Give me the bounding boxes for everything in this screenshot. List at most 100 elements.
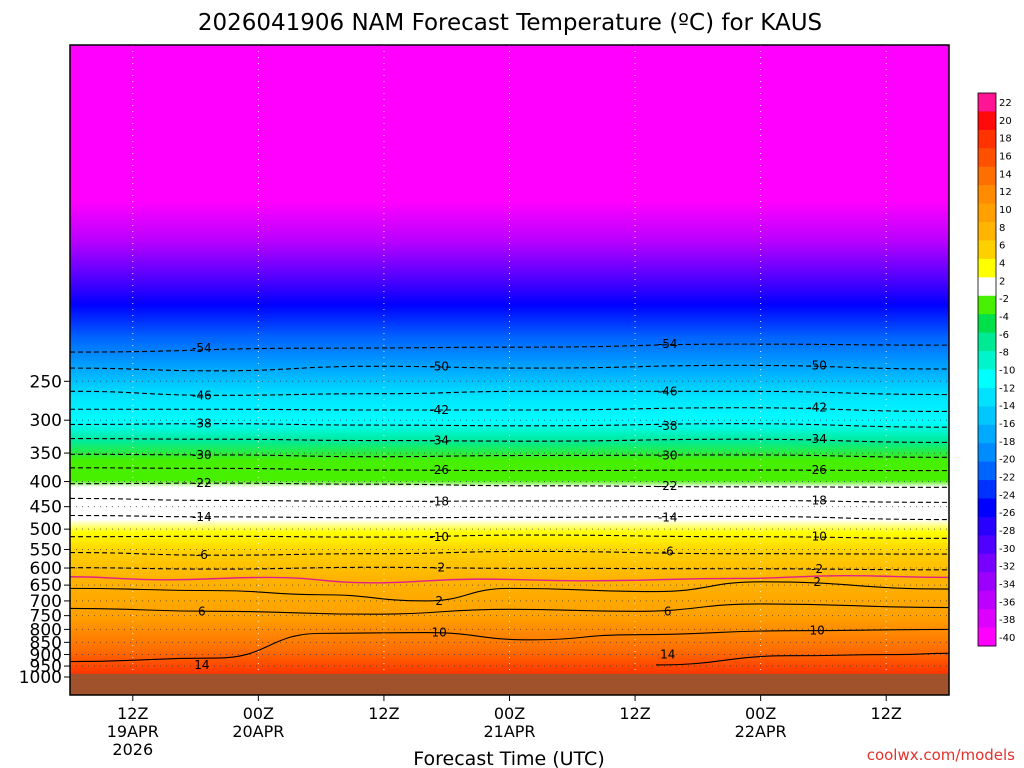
- contour-label: -30: [658, 448, 678, 462]
- colorbar-swatch: [978, 351, 996, 370]
- x-tick-label: 00Z: [494, 704, 525, 723]
- colorbar-swatch: [978, 258, 996, 278]
- x-tick-label: 20APR: [232, 722, 284, 741]
- colorbar-swatch: [978, 148, 996, 168]
- colorbar-label: -40: [999, 633, 1015, 644]
- y-tick-label: 700: [30, 592, 62, 612]
- colorbar-swatch: [978, 480, 996, 500]
- contour-label: 14: [194, 658, 209, 672]
- colorbar-label: 8: [999, 223, 1005, 234]
- colorbar-frame: [977, 92, 997, 647]
- colorbar-label: -30: [999, 544, 1015, 555]
- colorbar-swatch: [978, 222, 996, 241]
- contour-label: -30: [192, 448, 212, 462]
- contour-label: 10: [810, 624, 825, 638]
- colorbar-swatch: [978, 590, 996, 610]
- colorbar-label: 10: [999, 205, 1012, 216]
- y-tick-label: 450: [30, 498, 62, 518]
- x-tick-label: 12Z: [368, 704, 399, 723]
- contour-label: 6: [664, 604, 672, 618]
- colorbar-label: -24: [999, 490, 1015, 501]
- colorbar-label: -8: [999, 348, 1009, 359]
- contour-label: -42: [807, 401, 827, 415]
- colorbar-swatch: [978, 93, 996, 112]
- y-tick-label: 850: [30, 633, 62, 653]
- contour-line: [70, 390, 949, 396]
- x-axis-label: Forecast Time (UTC): [413, 748, 604, 768]
- colorbar-label: -2: [999, 294, 1009, 305]
- contour-label: -54: [658, 337, 678, 351]
- contour-line: [70, 603, 949, 615]
- contour-line: [70, 566, 949, 571]
- colorbar-swatch: [978, 535, 996, 555]
- y-tick-label: 1000: [19, 668, 62, 688]
- colorbar-swatch: [978, 609, 996, 629]
- colorbar-label: -6: [999, 330, 1009, 341]
- contour-label: 2: [435, 594, 443, 608]
- contour-label: -18: [429, 494, 449, 508]
- colorbar-label: -38: [999, 615, 1015, 626]
- contour-label: -6: [196, 548, 208, 562]
- colorbar-swatch: [978, 387, 996, 407]
- colorbar-label: 12: [999, 187, 1012, 198]
- colorbar-swatch: [978, 203, 996, 223]
- y-tick-label: 300: [30, 411, 62, 431]
- colorbar-swatch: [978, 129, 996, 149]
- contour-line: [70, 497, 949, 503]
- contour-label: -46: [192, 388, 212, 402]
- contour-label: -26: [429, 463, 449, 477]
- y-tick-label: 550: [30, 540, 62, 560]
- colorbar-label: -22: [999, 473, 1015, 484]
- colorbar-swatch: [978, 572, 996, 592]
- contour-label: -22: [192, 476, 212, 490]
- x-tick-label: 00Z: [243, 704, 274, 723]
- contour-line: [70, 550, 949, 556]
- colorbar-swatch: [978, 277, 996, 297]
- contour-label: 14: [660, 648, 675, 662]
- contour-line: [70, 628, 949, 663]
- y-tick-label: 250: [30, 372, 62, 392]
- colorbar-label: 20: [999, 116, 1012, 127]
- colorbar-label: 4: [999, 258, 1005, 269]
- contour-label: -50: [807, 358, 827, 372]
- contour-line: [70, 467, 949, 472]
- colorbar-swatch: [978, 369, 996, 389]
- contour-line: [655, 652, 949, 666]
- colorbar-label: 6: [999, 241, 1005, 252]
- contour-label: 2: [813, 575, 821, 589]
- contour-label: -14: [192, 510, 212, 524]
- contour-label: -10: [807, 530, 827, 544]
- x-tick-label: 12Z: [619, 704, 650, 723]
- y-tick-label: 500: [30, 520, 62, 540]
- contour-line: [70, 438, 949, 444]
- colorbar-label: -26: [999, 508, 1015, 519]
- contour-label: -10: [429, 530, 449, 544]
- colorbar-label: 14: [999, 169, 1012, 180]
- x-tick-label: 12Z: [117, 704, 148, 723]
- contour-label: -34: [807, 432, 827, 446]
- contour-label: -18: [807, 493, 827, 507]
- x-tick-label: 2026: [112, 740, 153, 759]
- y-tick-label: 950: [30, 657, 62, 677]
- contour-label: -38: [658, 419, 678, 433]
- contour-label: 10: [432, 626, 447, 640]
- contour-label: -6: [662, 544, 674, 558]
- x-tick-label: 00Z: [745, 704, 776, 723]
- x-tick-label: 21APR: [483, 722, 535, 741]
- y-tick-label: 800: [30, 620, 62, 640]
- colorbar-label: 16: [999, 151, 1012, 162]
- contour-line: [70, 482, 949, 488]
- colorbar-swatch: [978, 185, 996, 205]
- y-tick-label: 350: [30, 444, 62, 464]
- contour-line: [70, 575, 949, 584]
- colorbar-label: -20: [999, 455, 1015, 466]
- contour-line: [70, 453, 949, 458]
- colorbar-swatch: [978, 111, 996, 131]
- contour-label: -26: [807, 463, 827, 477]
- colorbar-label: -34: [999, 580, 1015, 591]
- ground-surface: [70, 673, 949, 695]
- contour-label: -34: [429, 434, 449, 448]
- colorbar-swatch: [978, 498, 996, 518]
- contour-label: -2: [433, 560, 445, 574]
